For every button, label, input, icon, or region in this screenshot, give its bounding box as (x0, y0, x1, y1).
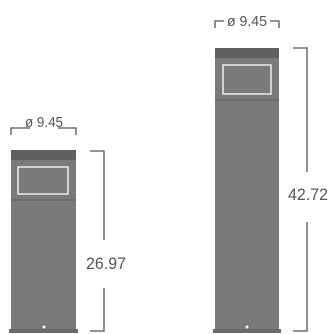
tall-bollard-body (215, 48, 279, 330)
tall-bollard-diameter-label: ø 9.45 (227, 13, 267, 30)
tall-bollard-top-cap (215, 48, 279, 58)
short-bollard-base (9, 329, 78, 333)
short-bollard: ø 9.45 26.97 (9, 114, 126, 333)
short-bollard-diameter-label: ø 9.45 (25, 114, 63, 131)
tall-bollard-window (222, 64, 272, 95)
tall-bollard-height-label: 42.72 (288, 185, 328, 204)
tall-bollard-base (213, 329, 281, 333)
short-bollard-base-screw (41, 324, 47, 330)
tall-bollard-diameter-bracket (214, 20, 280, 28)
tall-bollard: ø 9.45 42.72 (213, 13, 328, 333)
short-bollard-diameter-bracket (10, 127, 77, 135)
tall-bollard-height-bracket (293, 47, 308, 332)
short-bollard-height-bracket (90, 150, 105, 332)
short-bollard-window (17, 166, 69, 195)
tall-bollard-base-screw (244, 324, 250, 330)
short-bollard-top-cap (11, 150, 76, 160)
short-bollard-height-label: 26.97 (86, 254, 126, 273)
